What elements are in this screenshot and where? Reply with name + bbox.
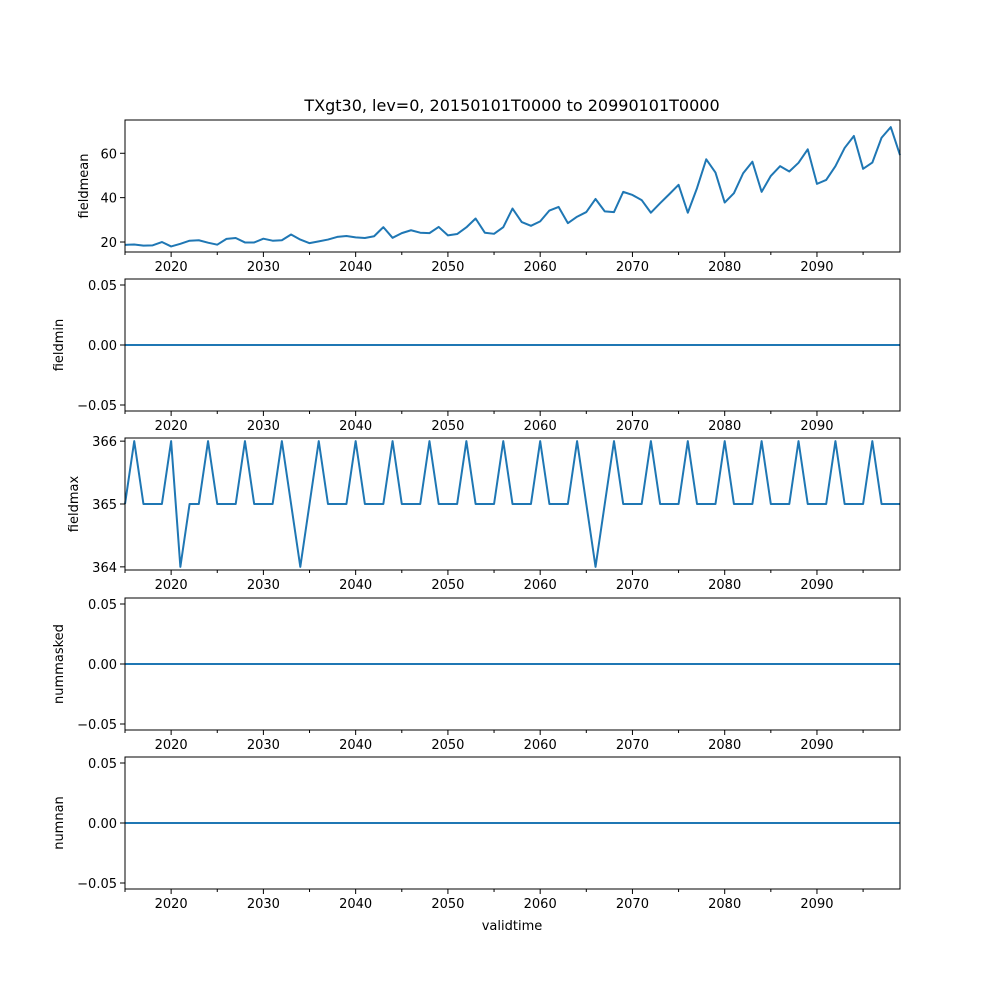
numnan-y-tick-label: 0.00 (88, 817, 117, 832)
panel-fieldmin: 2020 2030 2040 2050 2060 2070 2080 2090 −0.05 0.0… (52, 278, 901, 434)
fieldmean-x-tick-label: 2040 (339, 260, 372, 275)
panel-nummasked: 2020 2030 2040 2050 2060 2070 2080 2090 −0.05 0.0… (52, 597, 901, 753)
fieldmin-x-tick-label: 2070 (616, 419, 649, 434)
nummasked-x-tick-label: 2060 (524, 738, 557, 753)
fieldmin-x-tick-label: 2040 (339, 419, 372, 434)
fieldmean-y-tick-label: 60 (100, 147, 117, 162)
fieldmax-x-tick-label: 2040 (339, 578, 372, 593)
fieldmin-y-tick-label: 0.05 (88, 279, 117, 294)
fieldmin-x-tick-label: 2020 (155, 419, 188, 434)
nummasked-x-tick-label: 2020 (155, 738, 188, 753)
numnan-x-tick-label: 2080 (708, 897, 741, 912)
nummasked-x-tick-label: 2070 (616, 738, 649, 753)
fieldmean-x-tick-label: 2060 (524, 260, 557, 275)
fieldmean-x-tick-label: 2020 (155, 260, 188, 275)
numnan-x-tick-label: 2060 (524, 897, 557, 912)
nummasked-y-tick-label: 0.05 (88, 598, 117, 613)
fieldmean-x-tick-label: 2050 (431, 260, 464, 275)
fieldmean-x-tick-label: 2070 (616, 260, 649, 275)
fieldmax-x-tick-label: 2070 (616, 578, 649, 593)
nummasked-x-tick-label: 2090 (800, 738, 833, 753)
nummasked-x-tick-label: 2050 (431, 738, 464, 753)
fieldmin-x-tick-label: 2080 (708, 419, 741, 434)
numnan-y-tick-label: −0.05 (77, 877, 117, 892)
fieldmax-x-tick-label: 2020 (155, 578, 188, 593)
nummasked-x-tick-label: 2030 (247, 738, 280, 753)
fieldmax-y-tick-label: 365 (92, 498, 117, 513)
nummasked-x-tick-label: 2040 (339, 738, 372, 753)
nummasked-y-tick-label: −0.05 (77, 718, 117, 733)
fieldmax-x-tick-label: 2080 (708, 578, 741, 593)
x-axis-label: validtime (482, 919, 543, 934)
panels-group: 2020 2030 2040 2050 2060 2070 2080 2090204060fi… (52, 119, 901, 912)
numnan-y-axis-label: numnan (52, 796, 67, 850)
fieldmax-y-tick-label: 366 (92, 435, 117, 450)
fieldmean-x-tick-label: 2080 (708, 260, 741, 275)
panel-numnan: 2020 2030 2040 2050 2060 2070 2080 2090 −0.05 0.0… (52, 756, 901, 912)
fieldmean-y-tick-label: 20 (100, 236, 117, 251)
fieldmin-y-axis-label: fieldmin (52, 319, 67, 372)
panel-fieldmax: 2020 2030 2040 2050 2060 2070 2080 2090 364 365 36… (67, 435, 901, 593)
numnan-x-tick-label: 2040 (339, 897, 372, 912)
chart-title: TXgt30, lev=0, 20150101T0000 to 20990101… (303, 96, 719, 115)
numnan-x-tick-label: 2050 (431, 897, 464, 912)
fieldmin-x-tick-label: 2060 (524, 419, 557, 434)
fieldmean-x-tick-label: 2090 (800, 260, 833, 275)
fieldmax-x-tick-label: 2030 (247, 578, 280, 593)
fieldmax-y-tick-label: 364 (92, 561, 117, 576)
fieldmin-x-tick-label: 2050 (431, 419, 464, 434)
fieldmax-y-axis-label: fieldmax (67, 476, 82, 533)
fieldmin-y-tick-label: 0.00 (88, 339, 117, 354)
fieldmin-y-tick-label: −0.05 (77, 399, 117, 414)
fieldmax-x-tick-label: 2090 (800, 578, 833, 593)
fieldmean-y-tick-label: 40 (100, 192, 117, 207)
nummasked-x-tick-label: 2080 (708, 738, 741, 753)
numnan-x-tick-label: 2070 (616, 897, 649, 912)
numnan-x-tick-label: 2090 (800, 897, 833, 912)
fieldmean-x-tick-label: 2030 (247, 260, 280, 275)
fieldmax-x-tick-label: 2060 (524, 578, 557, 593)
nummasked-y-tick-label: 0.00 (88, 658, 117, 673)
fieldmean-axes-frame (124, 119, 901, 253)
panel-fieldmean: 2020 2030 2040 2050 2060 2070 2080 2090204060fi… (77, 119, 901, 275)
fieldmin-x-tick-label: 2090 (800, 419, 833, 434)
fieldmax-x-tick-label: 2050 (431, 578, 464, 593)
numnan-y-tick-label: 0.05 (88, 757, 117, 772)
numnan-x-tick-label: 2020 (155, 897, 188, 912)
nummasked-y-axis-label: nummasked (52, 624, 67, 704)
numnan-x-tick-label: 2030 (247, 897, 280, 912)
fieldmax-series-line (124, 440, 900, 568)
fieldmean-series-line (124, 126, 901, 248)
fieldmin-x-tick-label: 2030 (247, 419, 280, 434)
fieldmean-y-axis-label: fieldmean (77, 154, 92, 219)
